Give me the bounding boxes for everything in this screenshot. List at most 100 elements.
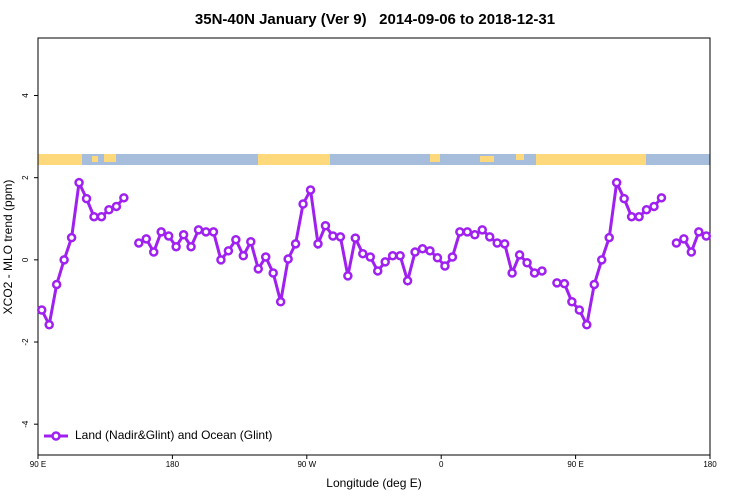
data-point <box>462 227 473 237</box>
data-point <box>365 252 376 262</box>
x-axis-label: Longitude (deg E) <box>326 476 421 490</box>
data-point <box>260 252 271 262</box>
data-point <box>679 234 689 244</box>
data-point <box>567 297 577 307</box>
y-tick-label: -4 <box>21 420 30 428</box>
data-point <box>171 241 181 252</box>
legend-label: Land (Nadir&Glint) and Ocean (Glint) <box>75 428 272 442</box>
data-point <box>470 230 480 240</box>
data-point <box>649 201 659 212</box>
data-point <box>335 232 346 242</box>
ocean <box>38 154 710 165</box>
data-point <box>410 247 420 257</box>
data-point <box>119 193 129 203</box>
x-tick-label: 90 E <box>30 460 46 469</box>
y-tick-label: 4 <box>21 93 30 98</box>
land <box>430 154 440 162</box>
data-point <box>455 227 465 237</box>
data-point <box>238 250 249 261</box>
data-point <box>552 278 562 288</box>
data-point <box>380 257 390 267</box>
data-point <box>328 231 338 241</box>
data-point <box>141 234 152 244</box>
land <box>480 156 494 162</box>
y-axis-label: XCO2 - MLO trend (ppm) <box>1 180 15 315</box>
data-point <box>559 278 570 289</box>
data-point <box>51 279 62 290</box>
data-point <box>634 211 644 222</box>
data-point <box>686 247 697 257</box>
data-point <box>477 225 488 235</box>
data-point <box>589 279 600 290</box>
land <box>536 154 646 165</box>
data-point <box>201 227 211 237</box>
legend-marker <box>51 431 61 441</box>
data-point <box>156 227 166 237</box>
data-point <box>582 320 592 330</box>
data-point <box>186 241 196 252</box>
data-point <box>604 232 614 243</box>
data-point <box>74 177 84 188</box>
data-point <box>44 320 54 330</box>
data-point <box>343 271 353 281</box>
data-point <box>216 255 226 265</box>
data-point <box>148 247 159 257</box>
data-point <box>313 239 323 249</box>
data-point <box>163 231 174 241</box>
data-point <box>290 239 301 249</box>
data-point <box>529 268 540 278</box>
data-point <box>36 305 47 315</box>
land <box>258 154 330 165</box>
y-tick-label: 0 <box>21 257 30 262</box>
data-point <box>484 232 495 242</box>
data-point <box>305 185 316 195</box>
data-point <box>66 232 77 243</box>
data-point <box>694 227 704 237</box>
data-point <box>447 252 458 262</box>
chart-title: 35N-40N January (Ver 9) 2014-09-06 to 20… <box>195 11 555 28</box>
data-point <box>440 261 450 271</box>
data-point <box>246 237 256 247</box>
data-point <box>89 211 99 222</box>
data-point <box>372 266 383 276</box>
data-point <box>59 255 69 265</box>
land <box>104 154 116 162</box>
data-point <box>81 193 92 204</box>
data-point <box>283 254 293 264</box>
data-point <box>387 250 398 261</box>
data-point <box>104 204 114 215</box>
data-point <box>178 230 189 240</box>
data-point <box>231 234 241 245</box>
data-point <box>611 177 622 188</box>
data-point <box>402 276 413 286</box>
data-point <box>574 305 585 315</box>
data-point <box>537 266 547 276</box>
data-point <box>298 199 308 209</box>
data-point <box>358 248 368 259</box>
land <box>516 154 524 160</box>
data-point <box>111 201 122 212</box>
data-point <box>268 268 278 278</box>
x-tick-label: 180 <box>166 460 180 469</box>
data-point <box>208 227 219 237</box>
data-point <box>522 257 532 268</box>
data-point <box>350 233 361 243</box>
data-point <box>134 238 144 248</box>
data-point <box>275 297 286 307</box>
data-point <box>671 238 682 248</box>
y-tick-label: -2 <box>21 338 30 346</box>
data-point <box>499 239 510 249</box>
y-tick-label: 2 <box>21 175 30 180</box>
data-point <box>641 204 652 215</box>
data-point <box>253 264 264 274</box>
data-point <box>193 225 204 235</box>
land <box>38 154 82 165</box>
data-point <box>507 268 517 278</box>
x-tick-label: 180 <box>703 460 717 469</box>
data-point <box>432 253 443 263</box>
plot-frame <box>37 37 711 456</box>
data-point <box>417 244 428 254</box>
data-point <box>619 193 629 204</box>
data-point <box>395 250 405 261</box>
